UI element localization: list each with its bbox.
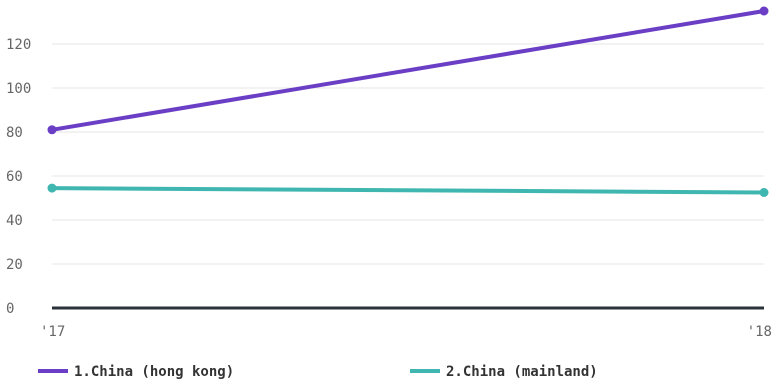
y-tick-label: 80 — [6, 125, 23, 141]
y-tick-label: 100 — [6, 81, 31, 97]
y-tick-label: 40 — [6, 213, 23, 229]
series-line — [50, 9, 766, 132]
y-tick-label: 120 — [6, 37, 31, 53]
series-line — [50, 186, 766, 195]
data-point[interactable] — [759, 188, 769, 197]
legend-item[interactable]: 2.China (mainland) — [410, 364, 598, 380]
x-tick-label: '17 — [40, 324, 65, 340]
legend[interactable]: 1.China (hong kong) 2.China (mainland) — [38, 364, 598, 380]
series-lines — [50, 9, 766, 195]
y-tick-label: 60 — [6, 169, 23, 185]
legend-label: 2.China (mainland) — [446, 364, 598, 380]
data-point[interactable] — [47, 183, 57, 193]
gridlines — [52, 43, 764, 310]
y-tick-label: 0 — [6, 301, 14, 317]
data-point[interactable] — [759, 6, 769, 16]
legend-label: 1.China (hong kong) — [74, 364, 234, 380]
y-axis-tick-labels: 0 20 40 60 80 100 120 — [6, 37, 31, 317]
x-tick-label: '18 — [747, 324, 772, 340]
series-points — [47, 6, 769, 197]
data-point[interactable] — [47, 125, 57, 135]
legend-item[interactable]: 1.China (hong kong) — [38, 364, 234, 380]
y-tick-label: 20 — [6, 257, 23, 273]
x-axis-tick-labels: '17 '18 — [40, 324, 772, 340]
